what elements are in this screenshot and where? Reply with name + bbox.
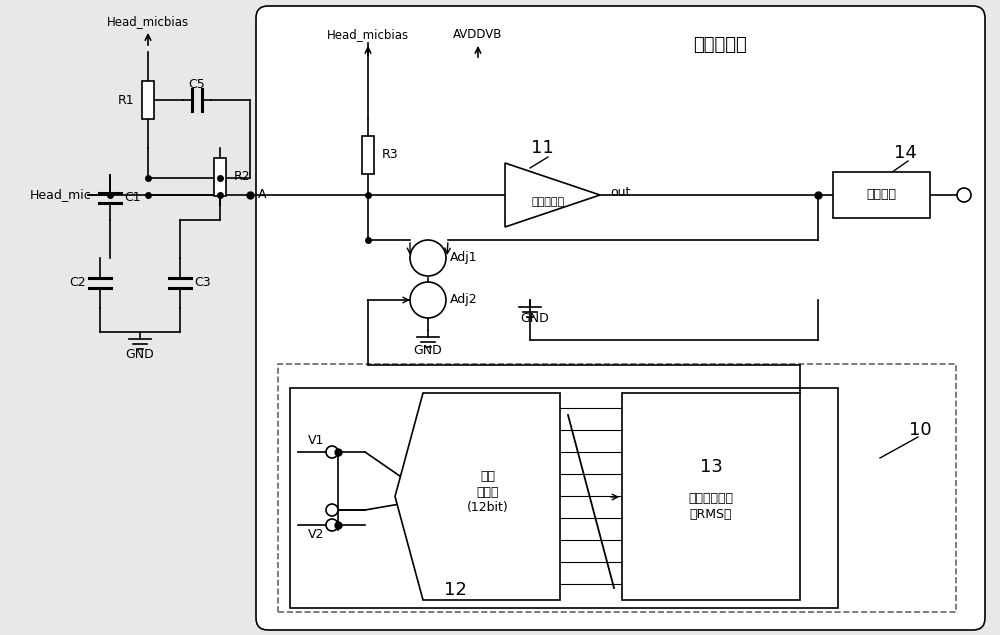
Text: 10: 10 xyxy=(909,421,931,439)
Polygon shape xyxy=(505,163,600,227)
Text: Head_micbias: Head_micbias xyxy=(327,29,409,41)
Text: 模数
转换器
(12bit): 模数 转换器 (12bit) xyxy=(467,471,509,514)
Text: 14: 14 xyxy=(894,144,916,162)
Text: R2: R2 xyxy=(234,170,251,183)
Text: A: A xyxy=(258,189,266,201)
Circle shape xyxy=(410,282,446,318)
Text: AVDDVB: AVDDVB xyxy=(453,29,503,41)
Text: GND: GND xyxy=(414,344,442,356)
Text: C2: C2 xyxy=(69,276,86,290)
Circle shape xyxy=(326,519,338,531)
Circle shape xyxy=(326,446,338,458)
Text: 11: 11 xyxy=(531,139,553,157)
Text: Head_mic: Head_mic xyxy=(30,189,92,201)
Text: 运算放大器: 运算放大器 xyxy=(531,197,565,207)
Bar xyxy=(362,136,374,174)
Polygon shape xyxy=(395,393,560,600)
Bar xyxy=(142,81,154,119)
Text: 12: 12 xyxy=(444,581,466,599)
Text: 滤波单元: 滤波单元 xyxy=(866,189,896,201)
Text: R3: R3 xyxy=(382,149,399,161)
Text: V2: V2 xyxy=(308,528,324,542)
Circle shape xyxy=(410,240,446,276)
Circle shape xyxy=(957,188,971,202)
Text: C5: C5 xyxy=(189,77,205,91)
Text: Adj2: Adj2 xyxy=(450,293,478,307)
Bar xyxy=(290,388,838,608)
Text: GND: GND xyxy=(126,349,154,361)
Text: Head_micbias: Head_micbias xyxy=(107,15,189,29)
Text: Adj1: Adj1 xyxy=(450,251,478,265)
Text: V1: V1 xyxy=(308,434,324,446)
Text: GND: GND xyxy=(521,312,549,324)
Text: C3: C3 xyxy=(194,276,211,290)
Bar xyxy=(214,157,226,196)
Text: 编解码芯片: 编解码芯片 xyxy=(693,36,747,54)
FancyBboxPatch shape xyxy=(256,6,985,630)
Circle shape xyxy=(326,504,338,516)
Bar xyxy=(278,364,956,612)
Text: C1: C1 xyxy=(124,191,141,204)
Bar xyxy=(622,393,800,600)
Text: out: out xyxy=(610,185,630,199)
Bar xyxy=(833,172,930,218)
Text: R1: R1 xyxy=(117,93,134,107)
Text: 13: 13 xyxy=(700,457,722,476)
Text: 有效值计算器
（RMS）: 有效值计算器 （RMS） xyxy=(688,493,734,521)
